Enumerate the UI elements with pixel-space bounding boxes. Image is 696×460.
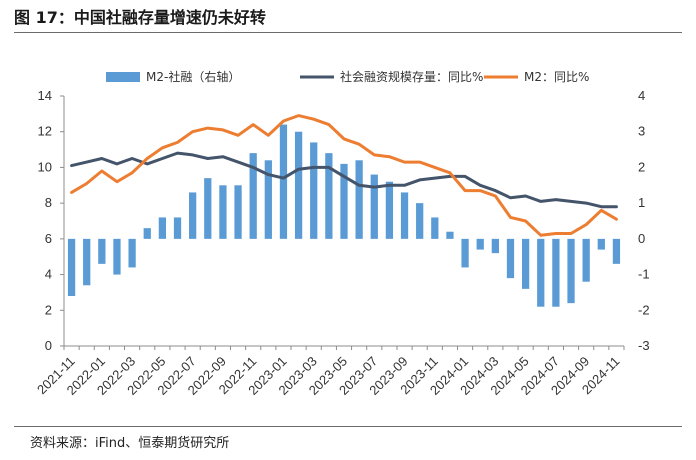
bar	[83, 238, 91, 286]
social-financing-line	[70, 151, 618, 209]
bar	[340, 163, 348, 239]
legend-label: 社会融资规模存量：同比%	[340, 69, 483, 84]
bar	[204, 178, 212, 239]
bar	[294, 131, 303, 239]
bar	[416, 203, 424, 239]
bar	[446, 231, 454, 239]
left-tick-label: 6	[45, 231, 52, 246]
chart-canvas: 02468101214-3-2-1012342021-112022-012022…	[34, 69, 650, 398]
bar	[431, 217, 439, 239]
right-tick-label: 0	[638, 231, 645, 246]
bar	[521, 238, 530, 289]
bar	[128, 238, 136, 268]
right-tick-label: 1	[638, 195, 645, 210]
bar	[325, 153, 333, 239]
left-tick-label: 14	[38, 88, 52, 103]
legend-label: M2：同比%	[524, 70, 589, 84]
legend-bar-swatch	[106, 72, 140, 82]
title-divider	[14, 32, 682, 33]
bar	[143, 228, 151, 239]
left-tick-label: 2	[45, 302, 52, 317]
bar	[461, 238, 469, 268]
bar	[612, 238, 621, 264]
right-tick-label: 2	[638, 159, 645, 174]
left-tick-label: 12	[38, 124, 52, 139]
right-tick-label: 4	[638, 88, 645, 103]
chart-title-row: 图 17：中国社融存量增速仍未好转	[14, 4, 682, 32]
bar	[400, 192, 409, 239]
m2-line	[70, 114, 618, 237]
bar	[370, 174, 378, 239]
bar	[158, 217, 167, 239]
left-tick-label: 10	[38, 159, 52, 174]
bar	[249, 153, 257, 239]
bar	[491, 238, 499, 254]
bar	[552, 238, 560, 307]
right-tick-label: -2	[638, 302, 650, 317]
source-note: 资料来源：iFind、恒泰期货研究所	[30, 436, 230, 451]
bar	[310, 142, 318, 239]
bar	[597, 238, 605, 250]
right-tick-label: -3	[638, 338, 650, 353]
bar	[67, 238, 76, 296]
right-tick-label: -1	[638, 267, 650, 282]
left-tick-label: 0	[45, 338, 52, 353]
bar	[476, 238, 484, 250]
bar	[173, 217, 182, 239]
bar	[113, 238, 121, 275]
chart-title: 图 17：中国社融存量增速仍未好转	[14, 8, 266, 27]
bar	[189, 192, 197, 239]
left-tick-label: 8	[45, 195, 52, 210]
left-tick-label: 4	[45, 267, 52, 282]
bar	[537, 238, 545, 307]
bar	[234, 185, 242, 239]
right-tick-label: 3	[638, 124, 645, 139]
bar	[506, 238, 515, 279]
bar	[219, 185, 227, 239]
bar	[264, 160, 272, 239]
bar	[355, 160, 363, 239]
bar	[98, 238, 106, 264]
bar	[385, 181, 394, 239]
legend-label: M2-社融（右轴）	[146, 69, 240, 84]
bar	[567, 238, 575, 304]
source-divider	[14, 426, 682, 427]
bar	[582, 238, 590, 282]
bar	[279, 124, 288, 239]
